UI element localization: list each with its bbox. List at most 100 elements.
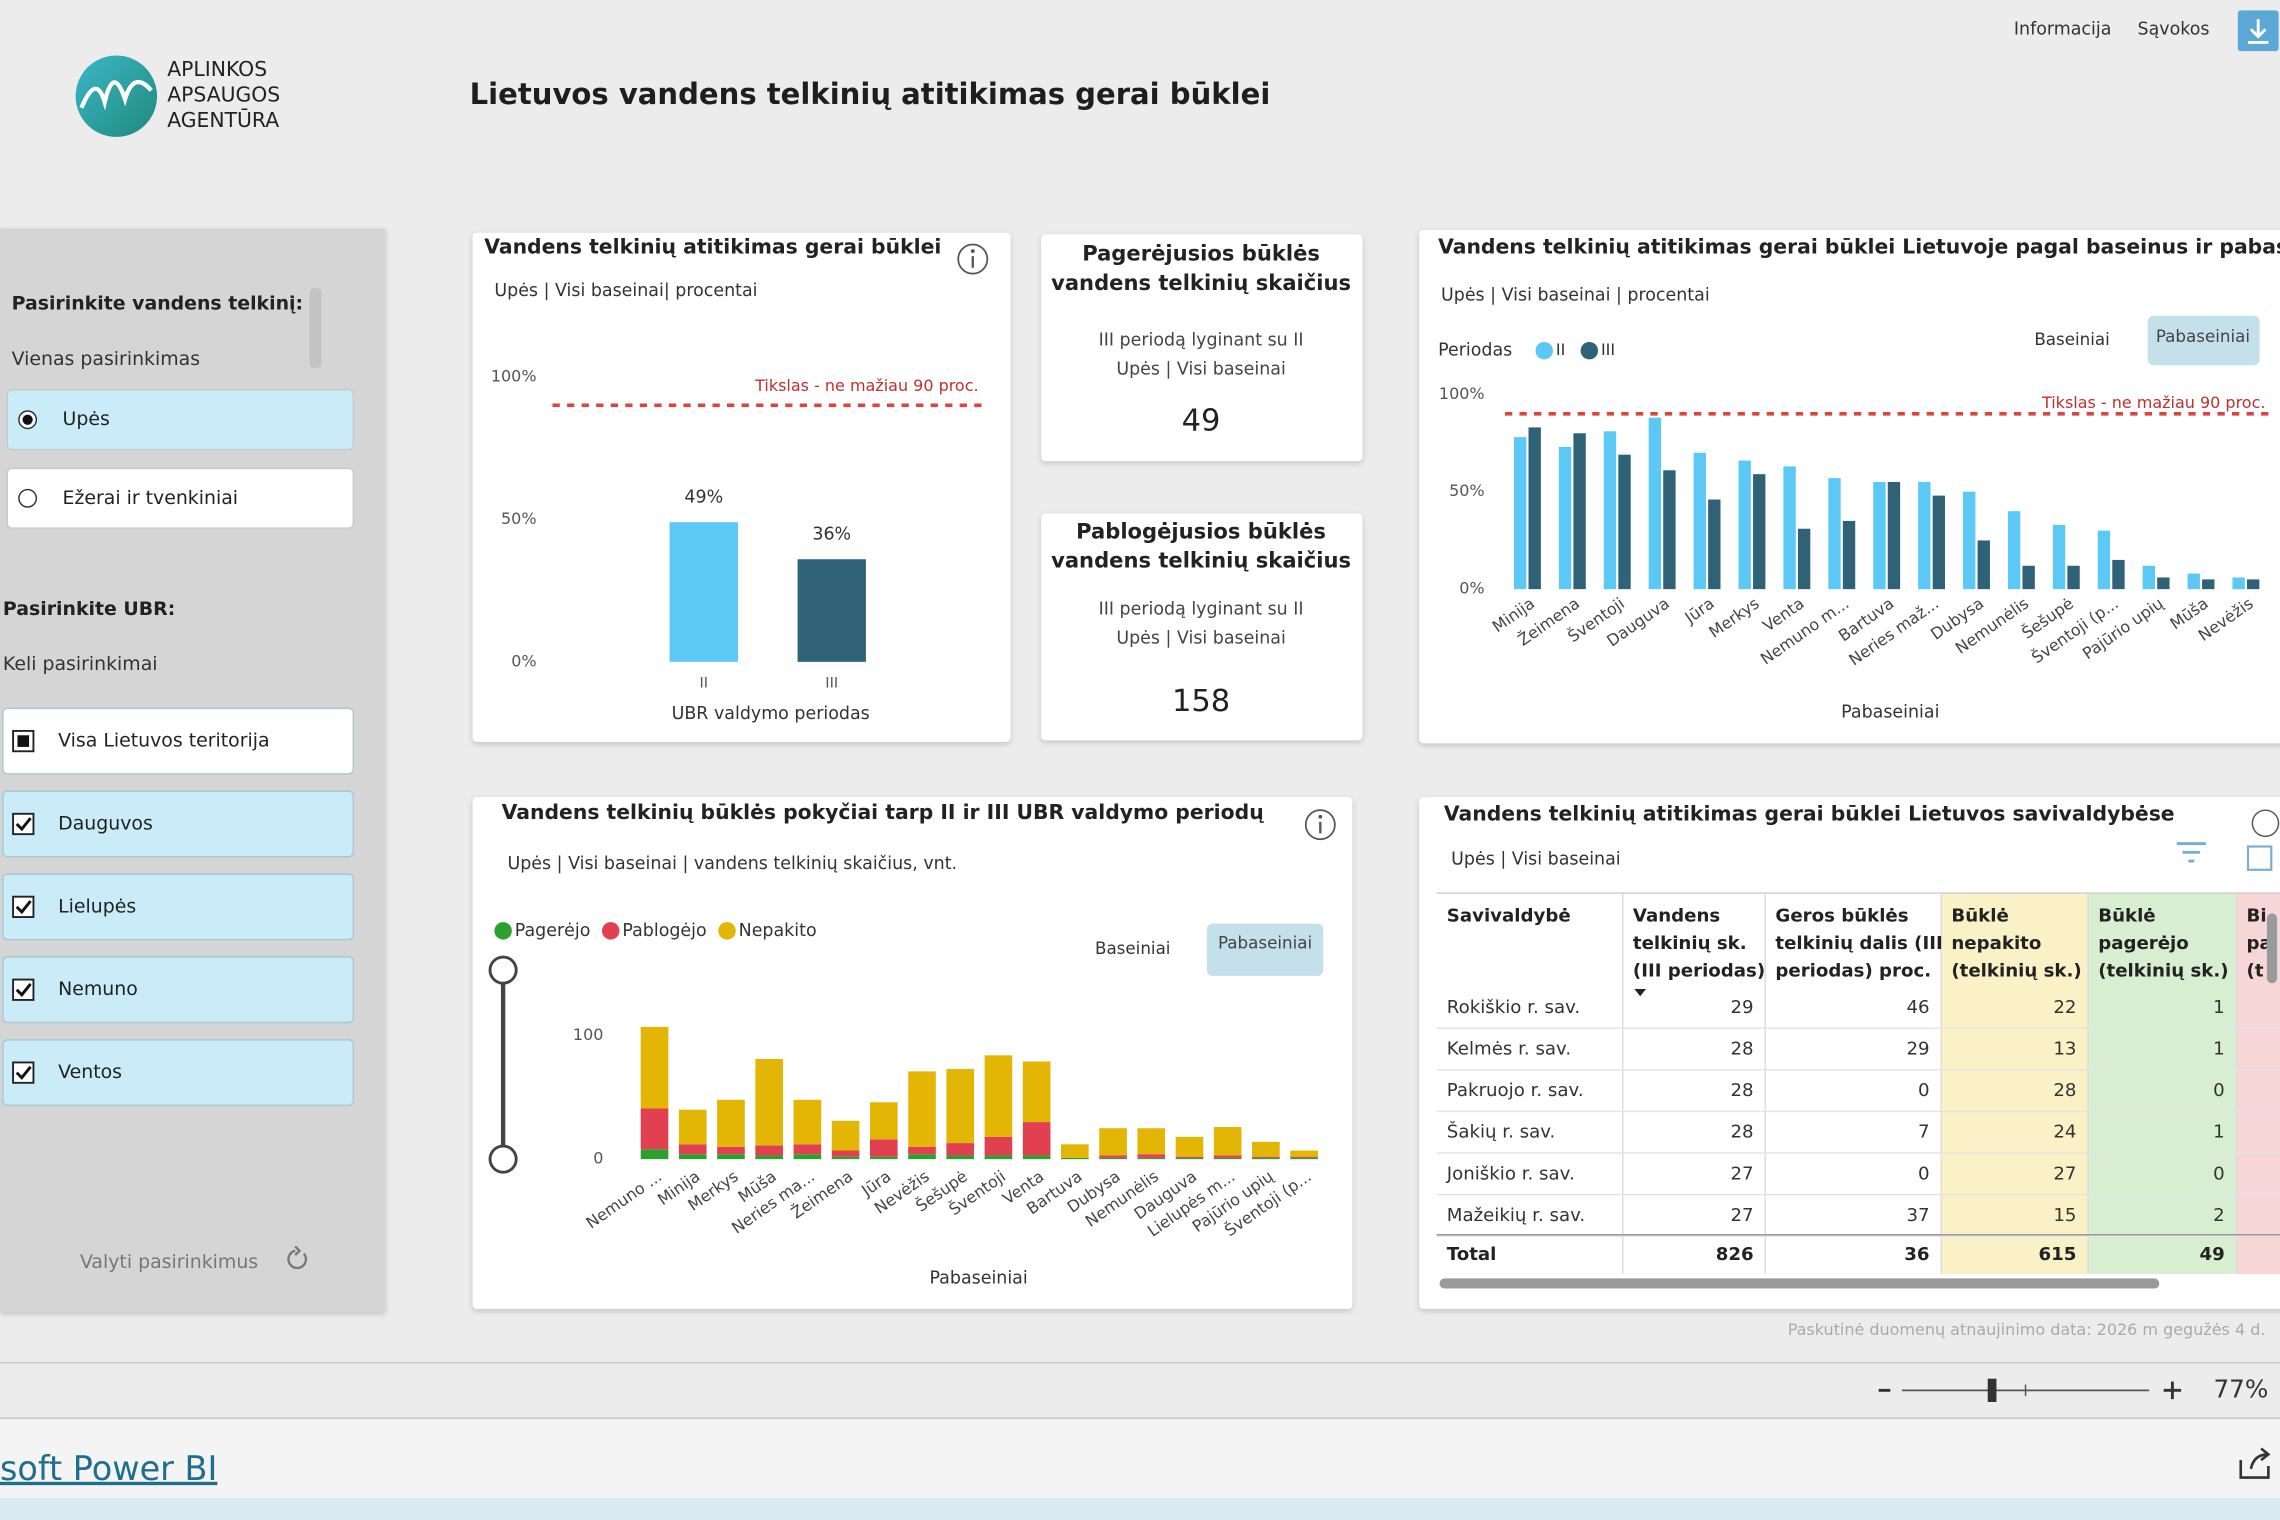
checkbox[interactable] bbox=[12, 895, 35, 918]
checkbox-option[interactable] bbox=[2, 956, 355, 1024]
table-subtitle: Upės | Visi baseinai bbox=[1451, 850, 1620, 870]
share-icon[interactable] bbox=[2239, 1447, 2271, 1479]
checkbox-label[interactable]: Ventos bbox=[58, 1061, 122, 1083]
checkbox-check bbox=[15, 1065, 32, 1080]
legend-swatch bbox=[1535, 341, 1553, 360]
table-body: Rokiškio r. sav. 29 46 22 1 Kelmės r. sav. 28 2… bbox=[1436, 997, 2280, 1237]
checkbox-label[interactable]: Dauguvos bbox=[58, 812, 153, 834]
x-axis-title: UBR valdymo periodas bbox=[672, 704, 870, 724]
info-icon[interactable] bbox=[957, 243, 989, 275]
toggle-active[interactable] bbox=[1206, 923, 1324, 976]
toggle-button[interactable]: Baseiniai bbox=[2034, 329, 2110, 349]
bar-segment bbox=[1252, 1141, 1280, 1157]
bar bbox=[1708, 499, 1721, 590]
radio-label[interactable]: Ežerai ir tvenkiniai bbox=[63, 487, 239, 509]
checkbox-option[interactable] bbox=[2, 707, 355, 775]
checkbox[interactable] bbox=[12, 812, 35, 836]
radio-label[interactable]: Upės bbox=[63, 408, 110, 430]
bar bbox=[2067, 565, 2080, 590]
bar-segment bbox=[946, 1155, 975, 1160]
range-slider-handle[interactable] bbox=[488, 955, 518, 985]
radio-button[interactable] bbox=[18, 488, 38, 508]
range-slider-handle[interactable] bbox=[488, 1144, 518, 1174]
page-title: Lietuvos vandens telkinių atitikimas ger… bbox=[470, 77, 1271, 111]
toggle-button[interactable]: Baseiniai bbox=[1095, 938, 1170, 958]
bar bbox=[2232, 577, 2245, 590]
focus-icon[interactable] bbox=[2246, 845, 2273, 871]
checkbox-option[interactable] bbox=[2, 1039, 355, 1107]
bar bbox=[2187, 573, 2200, 590]
bar-segment bbox=[984, 1155, 1013, 1160]
reset-icon[interactable] bbox=[287, 1245, 308, 1270]
legend-label: III bbox=[1601, 340, 1615, 359]
nav-link[interactable]: Sąvokos bbox=[2138, 19, 2210, 39]
bar bbox=[2022, 565, 2035, 590]
y-tick-label: 50% bbox=[501, 509, 537, 528]
table-cell: 0 bbox=[1918, 1163, 1930, 1184]
zoom-level: 77% bbox=[2213, 1374, 2268, 1403]
h-scrollbar[interactable] bbox=[1439, 1278, 2160, 1289]
table-cell: Joniškio r. sav. bbox=[1446, 1163, 1575, 1184]
checkbox-option[interactable] bbox=[2, 873, 355, 941]
info-icon[interactable] bbox=[2251, 809, 2280, 838]
column-header: periodas) proc. bbox=[1775, 961, 1931, 982]
v-scrollbar[interactable] bbox=[2266, 913, 2278, 984]
bar bbox=[2097, 530, 2111, 590]
bar bbox=[1618, 454, 1631, 590]
toggle-active[interactable] bbox=[2147, 315, 2260, 366]
total-cell: 826 bbox=[1716, 1244, 1754, 1265]
chart-card bbox=[1419, 229, 2280, 744]
info-icon[interactable] bbox=[1304, 809, 1336, 841]
logo-mark bbox=[75, 55, 158, 137]
zoom-thumb[interactable] bbox=[1987, 1378, 1997, 1402]
checkbox-check bbox=[15, 817, 32, 832]
column-header: Bi bbox=[2247, 905, 2267, 926]
bar bbox=[1693, 452, 1706, 590]
panel-scrollbar bbox=[309, 288, 322, 369]
bar-segment bbox=[946, 1143, 975, 1156]
bar-segment bbox=[869, 1139, 898, 1157]
bar-segment bbox=[793, 1154, 822, 1160]
checkbox-check bbox=[15, 983, 32, 998]
radio-dot bbox=[22, 414, 33, 425]
y-tick-label: 100 bbox=[573, 1025, 604, 1044]
bar-segment bbox=[946, 1068, 975, 1144]
download-icon bbox=[2248, 19, 2269, 44]
bar bbox=[1573, 433, 1586, 590]
chart-subtitle: Upės | Visi baseinai | procentai bbox=[1441, 285, 1710, 305]
radio-option[interactable] bbox=[6, 467, 355, 529]
legend-label: Pablogėjo bbox=[622, 921, 706, 941]
column-header: (telkinių sk.) bbox=[1951, 961, 2081, 982]
bar-segment bbox=[1213, 1155, 1242, 1158]
legend-swatch bbox=[494, 922, 512, 940]
kpi-subtitle: III periodą lyginant su II bbox=[1099, 600, 1304, 620]
kpi-title: Pagerėjusios būklės bbox=[1082, 241, 1320, 266]
reset-button[interactable]: Valyti pasirinkimus bbox=[80, 1251, 258, 1273]
y-tick-label: 0% bbox=[1459, 579, 1484, 598]
x-tick-label: III bbox=[825, 676, 838, 692]
kpi-subtitle: Upės | Visi baseinai bbox=[1116, 360, 1285, 380]
bar-segment bbox=[1252, 1156, 1280, 1158]
checkbox-label[interactable]: Visa Lietuvos teritorija bbox=[58, 730, 269, 752]
bar bbox=[1977, 540, 1990, 590]
checkbox[interactable] bbox=[12, 978, 35, 1001]
column-highlight bbox=[2088, 893, 2237, 1275]
checkbox-label[interactable]: Lielupės bbox=[58, 895, 136, 917]
total-cell: 36 bbox=[1904, 1244, 1929, 1265]
table-cell: 24 bbox=[2053, 1122, 2076, 1143]
toggle-button[interactable]: Pabaseiniai bbox=[1218, 932, 1312, 952]
radio-option[interactable] bbox=[6, 389, 355, 451]
bar bbox=[1603, 431, 1617, 590]
toggle-button[interactable]: Pabaseiniai bbox=[2156, 326, 2250, 346]
checkbox-label[interactable]: Nemuno bbox=[58, 978, 138, 1000]
nav-link[interactable]: Informacija bbox=[2014, 19, 2112, 39]
checkbox[interactable] bbox=[12, 1061, 35, 1084]
zoom-plus[interactable] bbox=[2163, 1381, 2182, 1400]
checkbox-option[interactable] bbox=[2, 790, 355, 858]
logo-text: APLINKOS bbox=[167, 57, 267, 81]
bar-segment bbox=[908, 1071, 936, 1147]
bar bbox=[1648, 417, 1662, 590]
brand-link[interactable]: soft Power BI bbox=[0, 1449, 217, 1488]
filter-mode: Vienas pasirinkimas bbox=[12, 348, 200, 370]
